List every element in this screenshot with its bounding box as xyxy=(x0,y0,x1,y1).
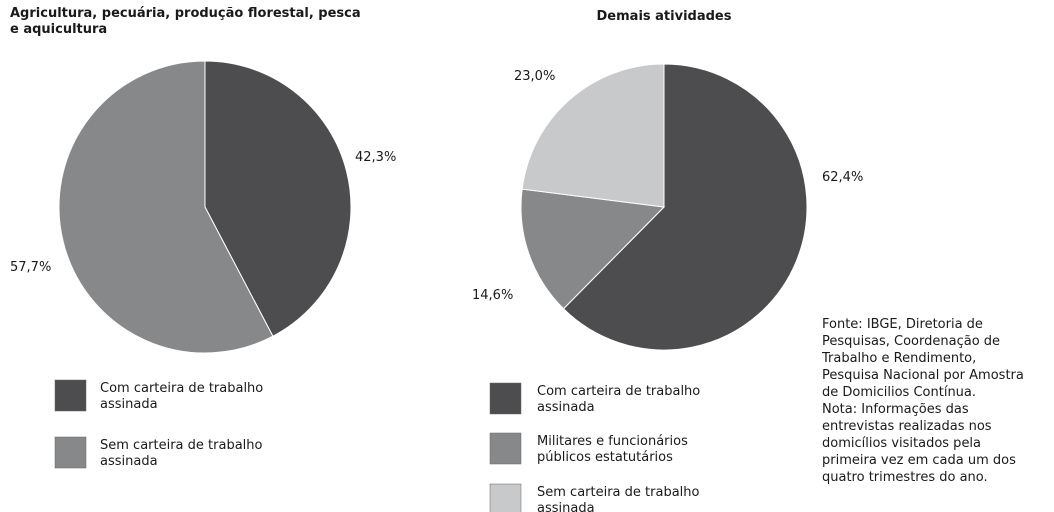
chart-title: Agricultura, pecuária, produção floresta… xyxy=(10,6,361,37)
pie-slice xyxy=(204,60,352,337)
source-note: Pesquisa Nacional por Amostra xyxy=(822,368,1024,383)
slice-label: 57,7% xyxy=(10,260,52,275)
legend-label: Com carteira de trabalho assinada xyxy=(537,384,701,415)
pie-slice xyxy=(562,63,808,351)
chart-title: Demais atividades xyxy=(596,9,732,24)
legend-label: Sem carteira de trabalho assinada xyxy=(100,438,263,469)
source-note: domicílios visitados pela xyxy=(822,436,982,451)
pie-slice xyxy=(58,60,274,354)
pie-slice xyxy=(521,63,665,208)
legend-label: Com carteira de trabalho assinada xyxy=(100,381,264,412)
legend-swatch xyxy=(489,382,522,415)
source-note: de Domicilios Contínua. xyxy=(822,385,977,400)
source-note: quatro trimestres do ano. xyxy=(822,470,988,485)
pie-slice xyxy=(520,188,666,310)
source-note: Pesquisas, Coordenação de xyxy=(822,334,1001,349)
slice-label: 62,4% xyxy=(822,170,864,185)
legend-swatch xyxy=(489,483,522,512)
source-note: primeira vez em cada um dos xyxy=(822,453,1016,468)
slice-label: 42,3% xyxy=(355,150,397,165)
legend-swatch xyxy=(54,436,87,469)
legend-label: Militares e funcionários públicos estatu… xyxy=(537,434,688,465)
source-note: Trabalho e Rendimento, xyxy=(822,351,977,366)
slice-label: 14,6% xyxy=(472,288,514,303)
legend-swatch xyxy=(54,379,87,412)
source-note: entrevistas realizadas nos xyxy=(822,419,992,434)
source-note: Nota: Informações das xyxy=(822,402,969,417)
slice-label: 23,0% xyxy=(514,69,556,84)
source-note: Fonte: IBGE, Diretoria de xyxy=(822,317,983,332)
legend-label: Sem carteira de trabalho assinada xyxy=(537,485,700,512)
legend-swatch xyxy=(489,432,522,465)
